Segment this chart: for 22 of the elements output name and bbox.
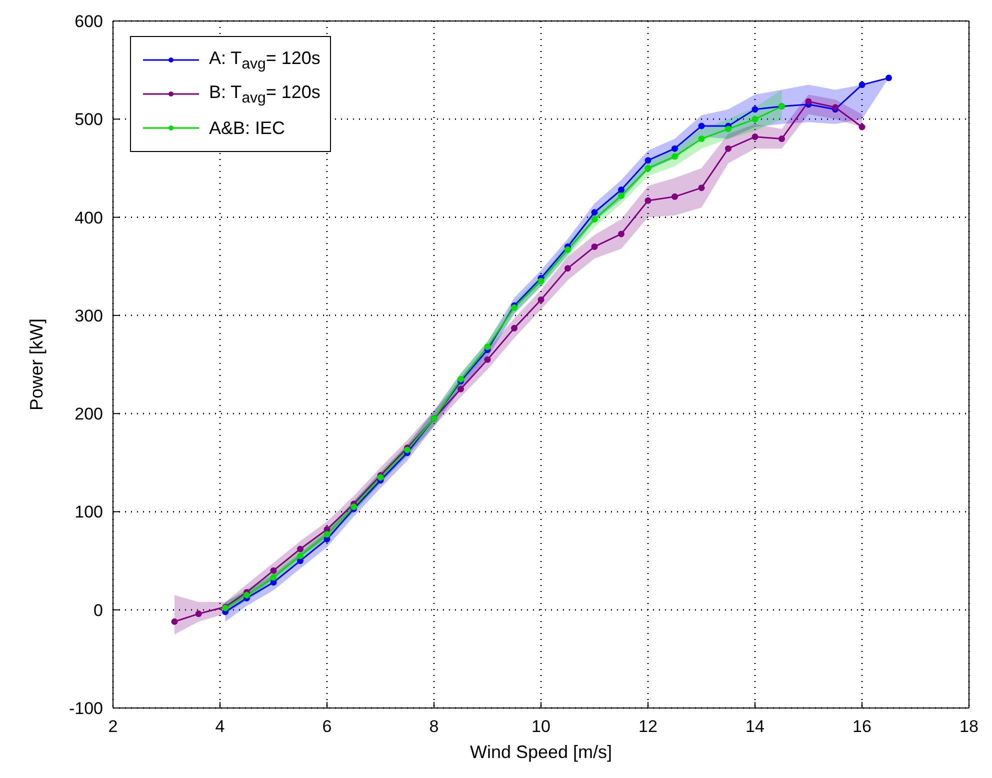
x-axis-title: Wind Speed [m/s] (470, 742, 612, 762)
x-tick-label: 18 (960, 717, 978, 736)
y-tick-label: 0 (94, 600, 103, 620)
x-tick-label: 16 (852, 717, 872, 736)
legend-label: A&B: IEC (209, 118, 286, 138)
legend-label: B: T$_{avg}$= 120s (209, 82, 320, 106)
y-tick-label: 300 (74, 306, 103, 326)
x-tick-label: 2 (108, 717, 118, 736)
y-tick-label: -100 (68, 699, 103, 718)
y-tick-label: 100 (74, 502, 103, 522)
x-tick-label: 10 (532, 717, 550, 736)
y-axis-title: Power [kW] (26, 318, 46, 411)
y-tick-label: 600 (74, 12, 103, 32)
x-tick-label: 12 (638, 717, 658, 736)
x-tick-label: 8 (429, 717, 439, 736)
x-tick-label: 4 (215, 717, 225, 736)
y-tick-label: 500 (74, 110, 103, 130)
y-tick-label: 400 (74, 208, 103, 228)
x-tick-label: 14 (746, 717, 764, 736)
x-tick-label: 6 (322, 717, 332, 736)
y-tick-label: 200 (74, 404, 103, 424)
legend-label: A: T$_{avg}$= 120s (209, 48, 320, 72)
